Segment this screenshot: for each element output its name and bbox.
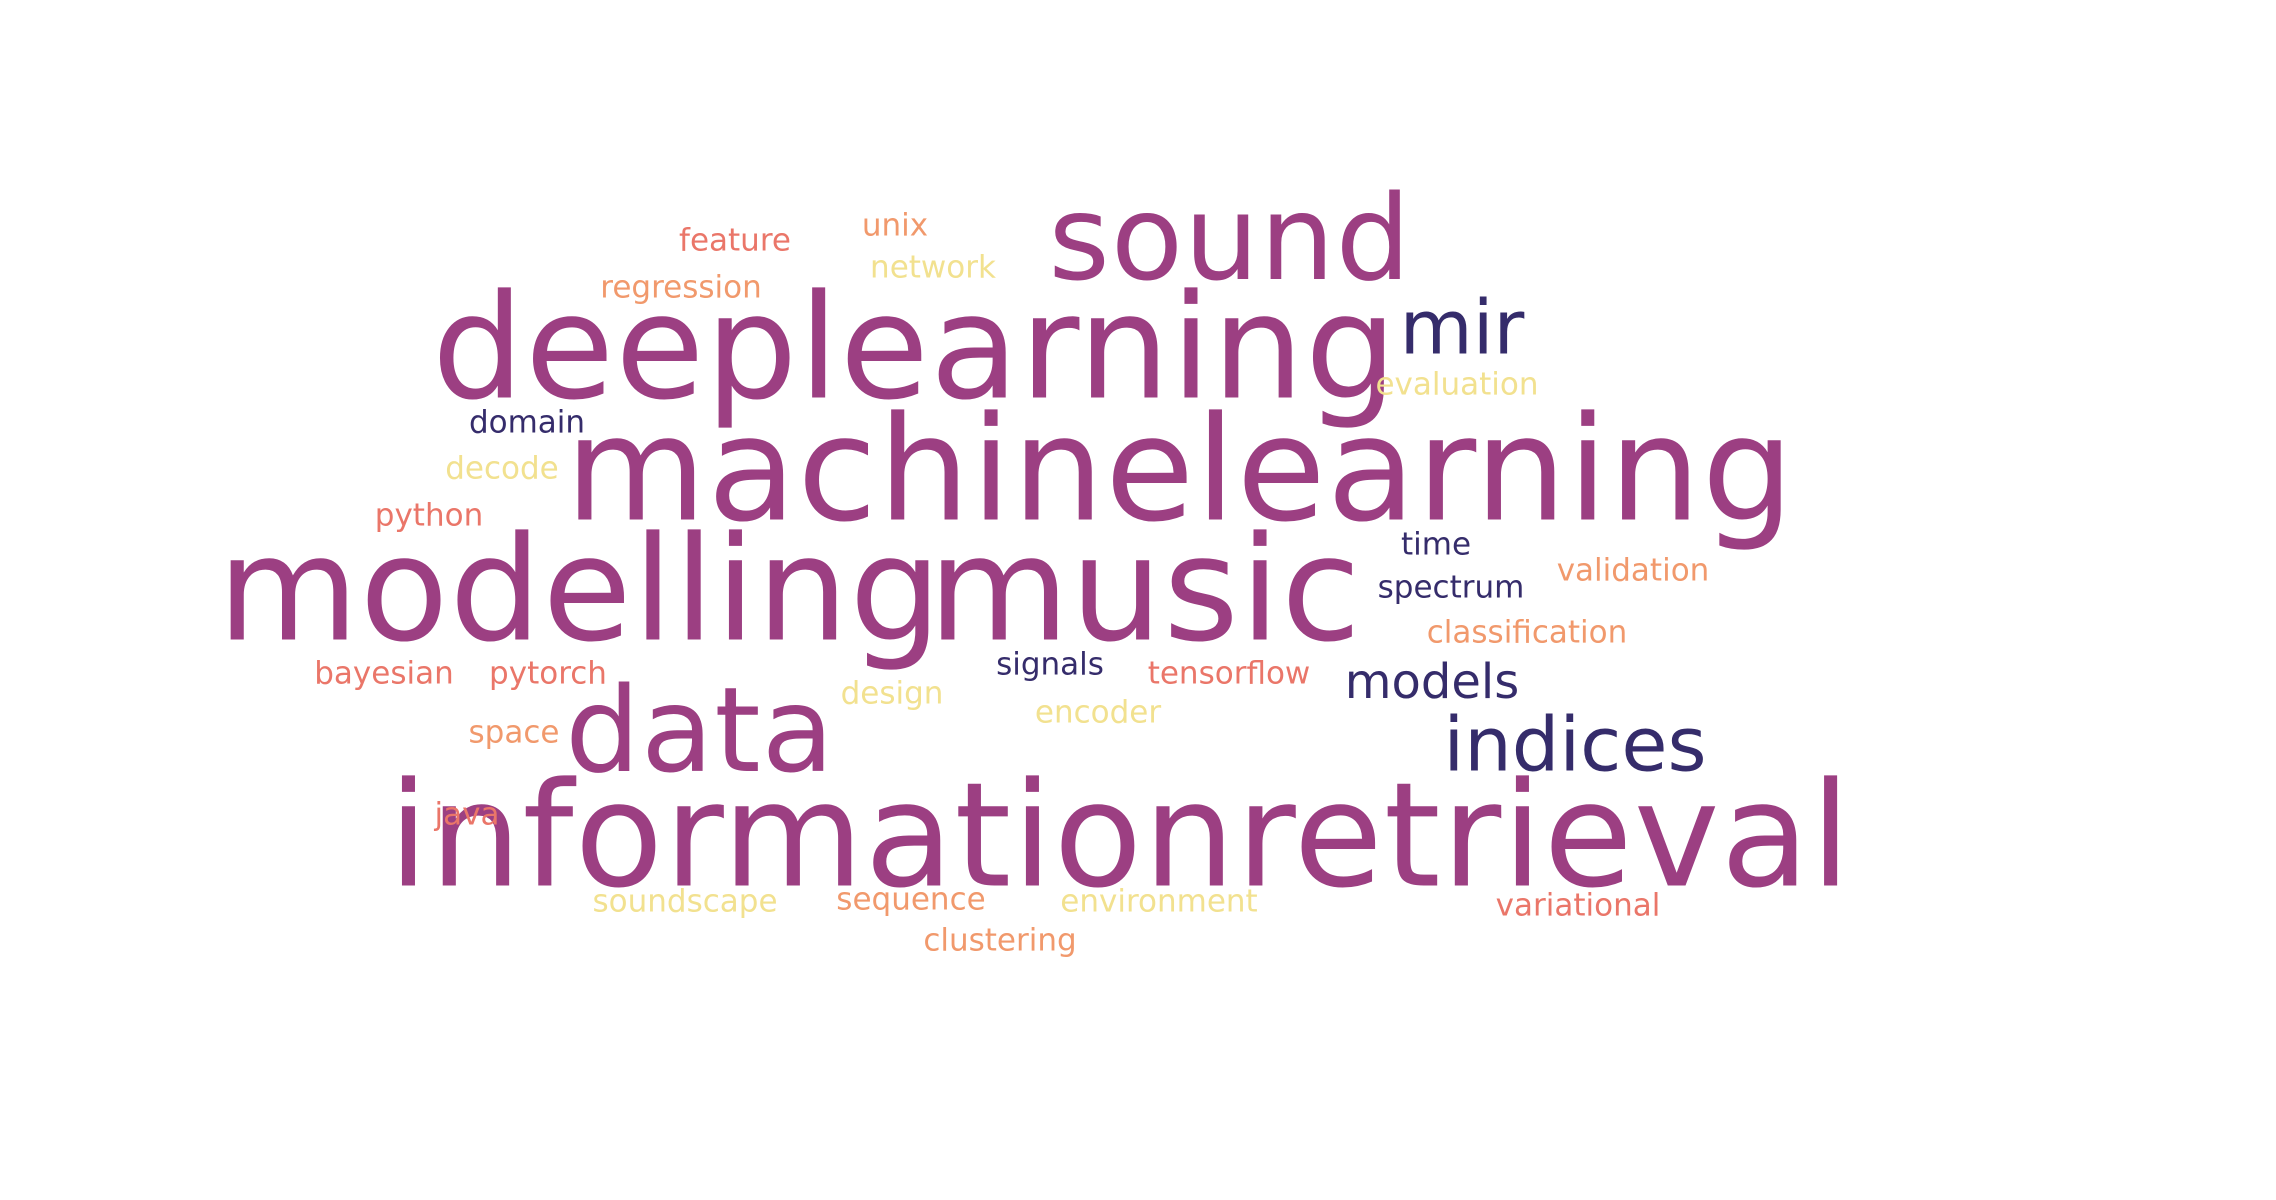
word-variational: variational [1495, 887, 1661, 924]
word-deeplearning: deeplearning [431, 263, 1399, 433]
word-network: network [870, 249, 996, 286]
word-data: data [565, 661, 835, 799]
word-spectrum: spectrum [1377, 569, 1525, 606]
word-regression: regression [600, 269, 762, 306]
word-java: java [434, 796, 500, 833]
word-python: python [374, 497, 484, 534]
word-space: space [468, 714, 560, 751]
word-feature: feature [679, 222, 791, 259]
word-time: time [1400, 526, 1472, 563]
word-encoder: encoder [1034, 694, 1162, 731]
word-bayesian: bayesian [314, 655, 454, 692]
word-decode: decode [445, 450, 559, 487]
word-sound: sound [1048, 169, 1412, 307]
word-indices: indices [1443, 700, 1707, 789]
word-sequence: sequence [836, 881, 986, 918]
word-music: music [928, 505, 1362, 675]
word-evaluation: evaluation [1375, 366, 1539, 403]
word-models: models [1344, 654, 1520, 710]
word-informationretrieval: informationretrieval [388, 751, 1852, 921]
word-clustering: clustering [923, 922, 1077, 959]
word-modelling: modelling [217, 505, 943, 675]
word-pytorch: pytorch [489, 655, 607, 692]
word-machinelearning: machinelearning [565, 385, 1795, 555]
word-domain: domain [468, 404, 586, 441]
word-design: design [840, 675, 944, 712]
word-classification: classification [1426, 614, 1628, 651]
word-soundscape: soundscape [592, 883, 778, 920]
word-mir: mir [1399, 283, 1525, 372]
word-tensorflow: tensorflow [1147, 655, 1311, 692]
word-unix: unix [861, 207, 929, 244]
word-validation: validation [1556, 552, 1710, 589]
word-signals: signals [996, 646, 1104, 683]
word-environment: environment [1060, 883, 1258, 920]
